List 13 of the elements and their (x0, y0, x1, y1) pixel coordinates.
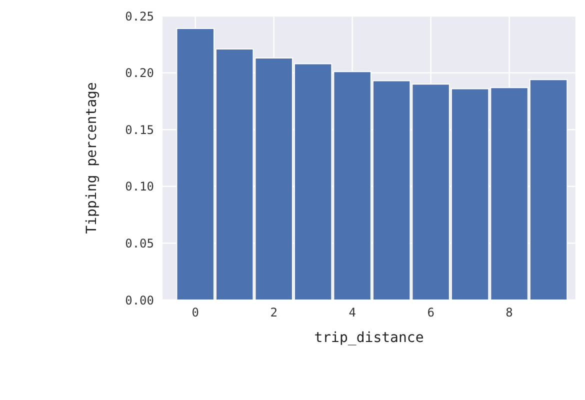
x-tick-label: 0 (192, 306, 199, 320)
y-tick-label: 0.05 (125, 236, 154, 250)
x-tick-label: 6 (427, 306, 434, 320)
y-tick-label: 0.10 (125, 180, 154, 194)
x-axis-title: trip_distance (314, 330, 424, 346)
x-tick-label: 2 (270, 306, 278, 320)
x-tick-label: 4 (348, 306, 356, 320)
x-tick-label: 8 (506, 306, 513, 320)
y-tick-label: 0.20 (125, 66, 154, 80)
y-tick-label: 0.15 (125, 122, 154, 137)
y-tick-label: 0.00 (125, 293, 154, 308)
y-tick-label: 0.25 (125, 9, 154, 24)
y-axis-title: Tipping percentage (84, 82, 100, 234)
